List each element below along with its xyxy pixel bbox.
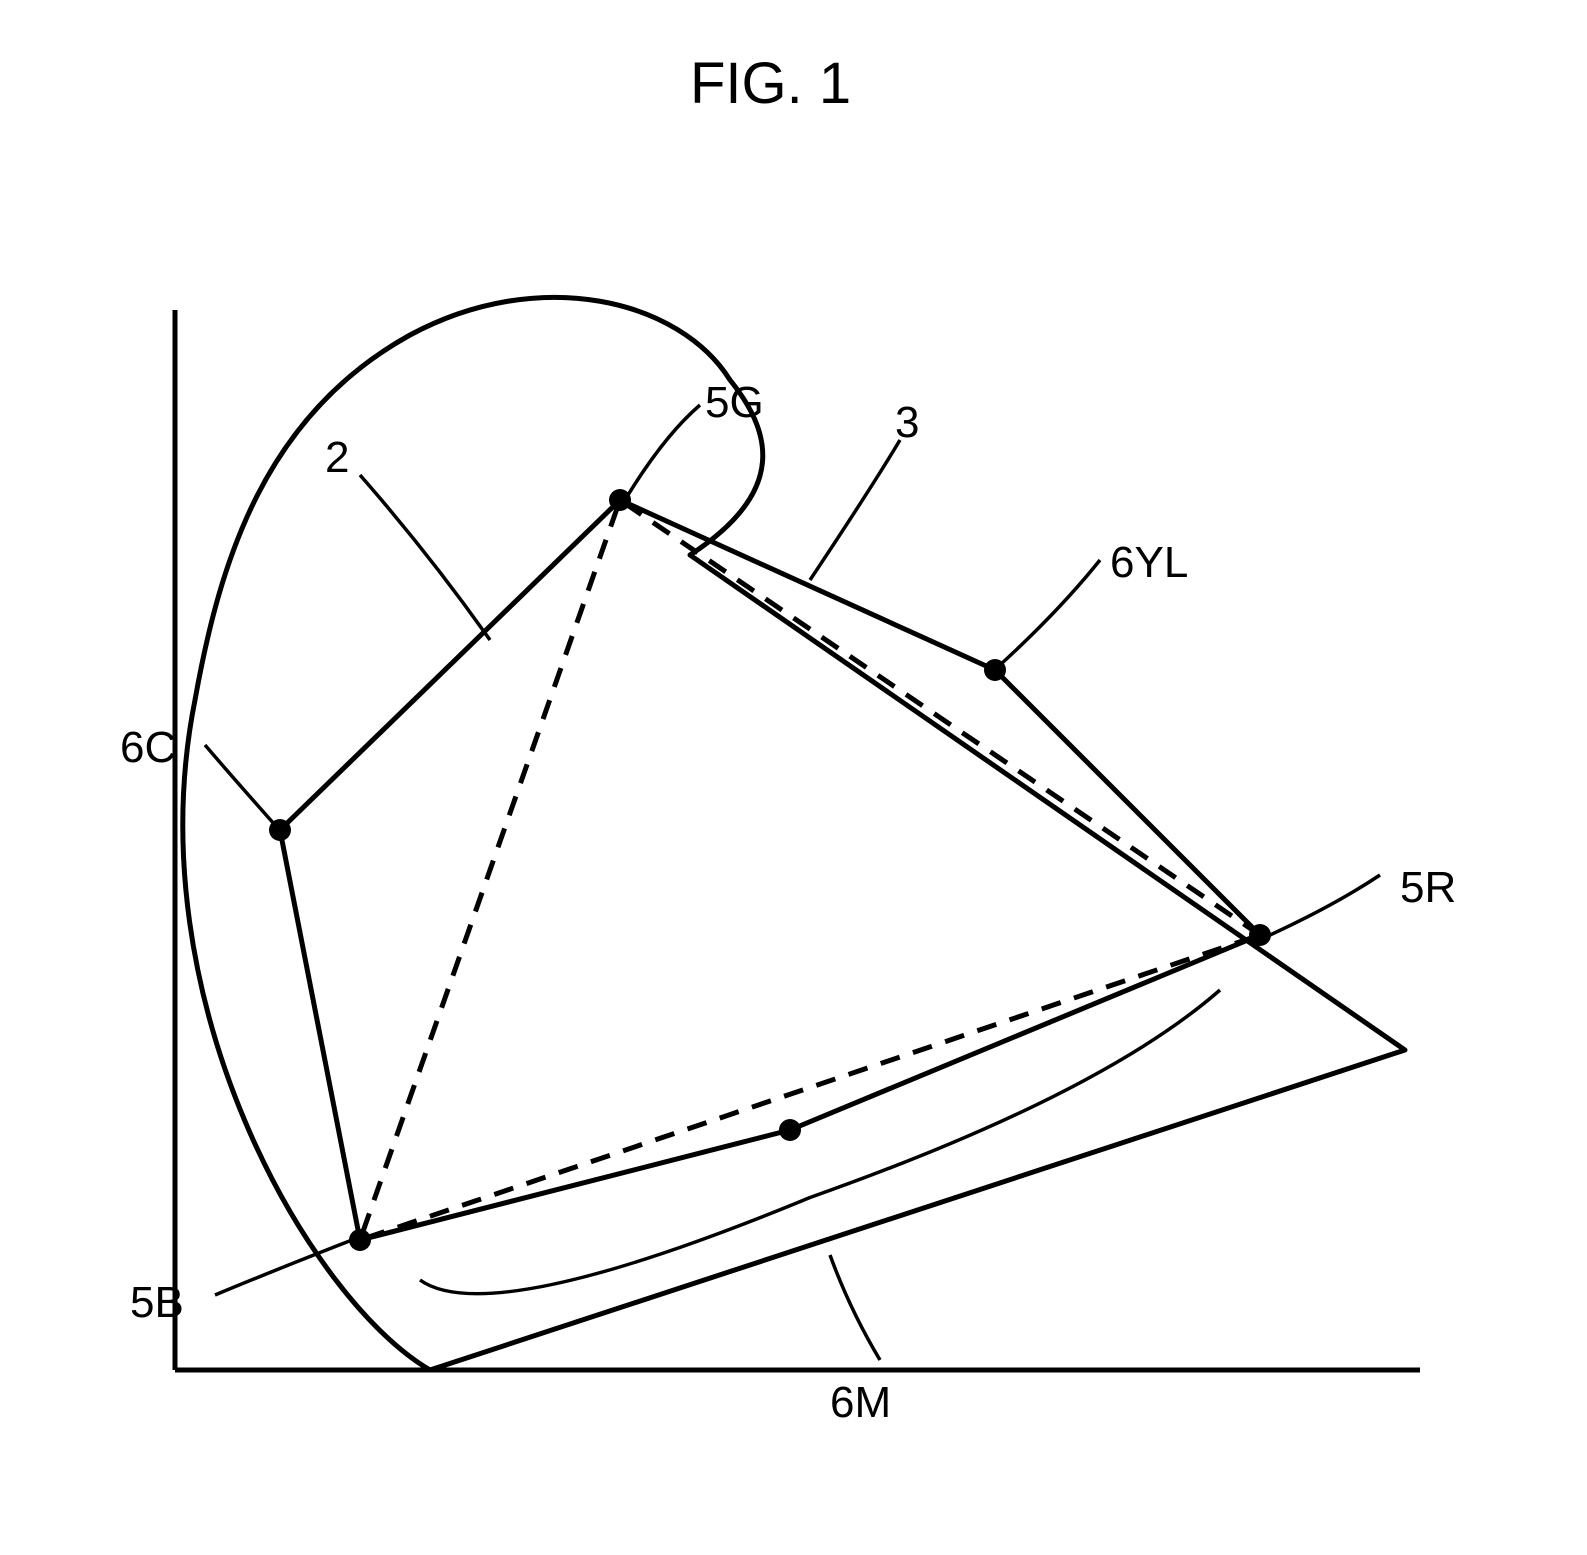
figure-title: FIG. 1: [690, 50, 851, 117]
label-6YL: 6YL: [1110, 538, 1188, 588]
label-3: 3: [895, 398, 919, 448]
figure-container: FIG. 1 2 3 5G 6YL 6C 5R 5B 6M: [0, 0, 1587, 1555]
label-6C: 6C: [120, 723, 176, 773]
label-5B: 5B: [130, 1278, 184, 1328]
label-2: 2: [325, 433, 349, 483]
label-6M: 6M: [830, 1378, 891, 1428]
label-5R: 5R: [1400, 863, 1456, 913]
chromaticity-diagram: [0, 0, 1587, 1555]
label-5G: 5G: [705, 378, 764, 428]
